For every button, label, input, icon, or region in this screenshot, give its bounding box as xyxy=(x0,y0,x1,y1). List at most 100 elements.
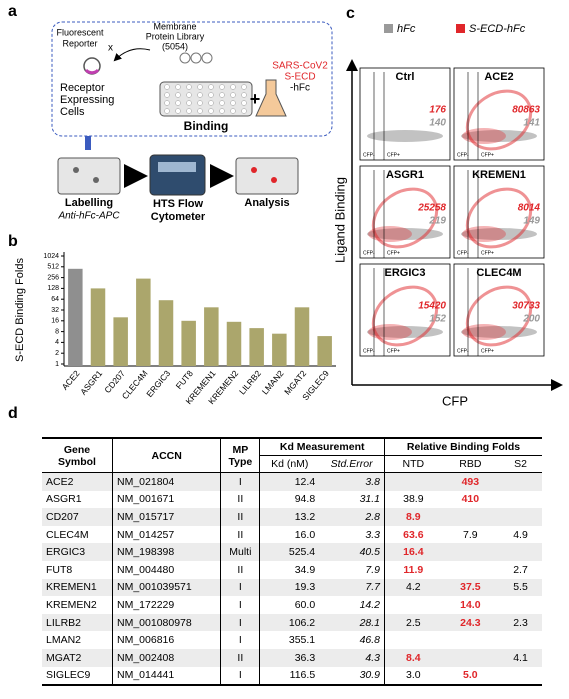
table-cell: ACCN xyxy=(111,437,221,473)
bar xyxy=(158,300,174,366)
plate xyxy=(235,157,299,195)
table-cell: 60.0 xyxy=(259,596,320,614)
binding-population xyxy=(465,285,533,347)
step-label: HTS Flow xyxy=(153,198,204,210)
gate-label: CFP+ xyxy=(387,250,400,256)
bar xyxy=(249,328,264,366)
gate-label: CFP+ xyxy=(387,348,400,354)
table-cell xyxy=(384,596,442,614)
red-count: 15420 xyxy=(418,301,446,312)
table-cell: 28.1 xyxy=(319,613,385,632)
binding-population xyxy=(462,324,506,340)
table-cell: I xyxy=(220,631,260,649)
library-icon xyxy=(201,52,213,64)
well xyxy=(241,108,247,114)
table-cell: 7.9 xyxy=(319,560,385,579)
table-cell: I xyxy=(220,666,260,687)
binding-population xyxy=(465,89,533,151)
table-cell: 31.1 xyxy=(319,490,385,509)
table-cell xyxy=(384,472,442,491)
gate-label: CFP+ xyxy=(481,250,494,256)
plot-title: CLEC4M xyxy=(476,267,521,279)
table-cell: ASGR1 xyxy=(42,490,113,509)
table-cell: Relative Binding Folds xyxy=(384,437,542,456)
hfc-population xyxy=(367,130,443,142)
y-tick-label: 2 xyxy=(55,350,59,357)
table-cell: 3.0 xyxy=(384,666,442,687)
table-cell: I xyxy=(220,613,260,632)
table-cell: NM_001080978 xyxy=(111,613,221,632)
panel-label: a xyxy=(8,3,17,20)
header-row: Gene Symbol ACCN MP Type Kd Measurement Rela… xyxy=(42,437,542,473)
table-cell: II xyxy=(220,490,260,509)
ligand-suffix: -hFc xyxy=(290,83,310,94)
well xyxy=(164,84,170,90)
gray-count: 152 xyxy=(429,314,446,325)
table-cell: KREMEN2 xyxy=(42,596,113,614)
well xyxy=(186,100,192,106)
table-cell: 2.5 xyxy=(384,613,442,632)
bar xyxy=(136,278,151,366)
table-row: LILRB2 NM_001080978 I 106.2 28.1 2.5 24.3 2.3 xyxy=(42,613,542,632)
gate-label: CFP- xyxy=(363,152,375,158)
table-cell: 106.2 xyxy=(259,613,320,632)
table-row: KREMEN1 NM_001039571 I 19.3 7.7 4.2 37.5 5.5 xyxy=(42,578,542,597)
plus: + xyxy=(250,89,261,109)
well xyxy=(230,92,236,98)
table-cell: NM_014257 xyxy=(111,525,221,544)
table-cell: NM_021804 xyxy=(111,472,221,491)
table-cell: 12.4 xyxy=(259,472,320,491)
table-cell xyxy=(441,631,499,649)
table-cell: 7.9 xyxy=(441,525,499,544)
legend-label: S-ECD-hFc xyxy=(469,23,526,35)
y-tick-label: 8 xyxy=(55,328,59,335)
header-row: Kd (nM) Std.Error NTD RBD S2 xyxy=(42,455,542,473)
library-label: Protein Library xyxy=(146,31,205,41)
bar xyxy=(204,307,219,366)
well xyxy=(208,84,214,90)
gate-label: CFP+ xyxy=(481,152,494,158)
red-count: 176 xyxy=(429,105,446,116)
well xyxy=(241,100,247,106)
table-cell: 8.4 xyxy=(384,648,442,667)
table-cell: NM_001671 xyxy=(111,490,221,509)
red-count: 80863 xyxy=(512,105,540,116)
table-row: CD207 NM_015717 II 13.2 2.8 8.9 xyxy=(42,508,542,526)
y-tick-label: 256 xyxy=(47,274,59,281)
table-cell: RBD xyxy=(441,455,499,473)
table-cell: CD207 xyxy=(42,508,113,526)
x-tick-label: ASGR1 xyxy=(78,368,104,397)
table-row: ERGIC3 NM_198398 Multi 525.4 40.5 16.4 xyxy=(42,543,542,561)
table-cell: 94.8 xyxy=(259,490,320,509)
table-row: LMAN2 NM_006816 I 355.1 46.8 xyxy=(42,631,542,649)
table-cell: NM_014441 xyxy=(111,666,221,687)
binding-population xyxy=(462,128,506,144)
table-cell: S2 xyxy=(498,455,542,473)
table-cell: 355.1 xyxy=(259,631,320,649)
table-cell: NTD xyxy=(384,455,442,473)
x-tick-label: FUT8 xyxy=(174,368,195,391)
gray-count: 219 xyxy=(428,216,446,227)
table-cell: NM_198398 xyxy=(111,543,221,561)
gray-count: 149 xyxy=(523,216,540,227)
well xyxy=(175,100,181,106)
table-row: ASGR1 NM_001671 II 94.8 31.1 38.9 410 xyxy=(42,490,542,509)
well xyxy=(219,108,225,114)
table-cell: 14.0 xyxy=(441,596,499,614)
table-cell: Multi xyxy=(220,543,260,561)
x-tick-label: ACE2 xyxy=(60,368,82,392)
table-cell xyxy=(498,490,542,509)
y-tick-label: 64 xyxy=(51,296,59,303)
table-cell xyxy=(441,543,499,561)
table-row: SIGLEC9 NM_014441 I 116.5 30.9 3.0 5.0 xyxy=(42,666,542,687)
table-cell: I xyxy=(220,472,260,491)
well xyxy=(175,108,181,114)
plot-title: KREMEN1 xyxy=(472,169,526,181)
y-axis-label: Ligand Binding xyxy=(332,177,347,263)
well xyxy=(175,84,181,90)
well xyxy=(175,92,181,98)
table-cell: Kd (nM) xyxy=(259,455,320,473)
table-cell: 2.8 xyxy=(319,508,385,526)
table-cell: Kd Measurement xyxy=(259,437,385,456)
x-tick-label: ERGIC3 xyxy=(144,368,172,399)
